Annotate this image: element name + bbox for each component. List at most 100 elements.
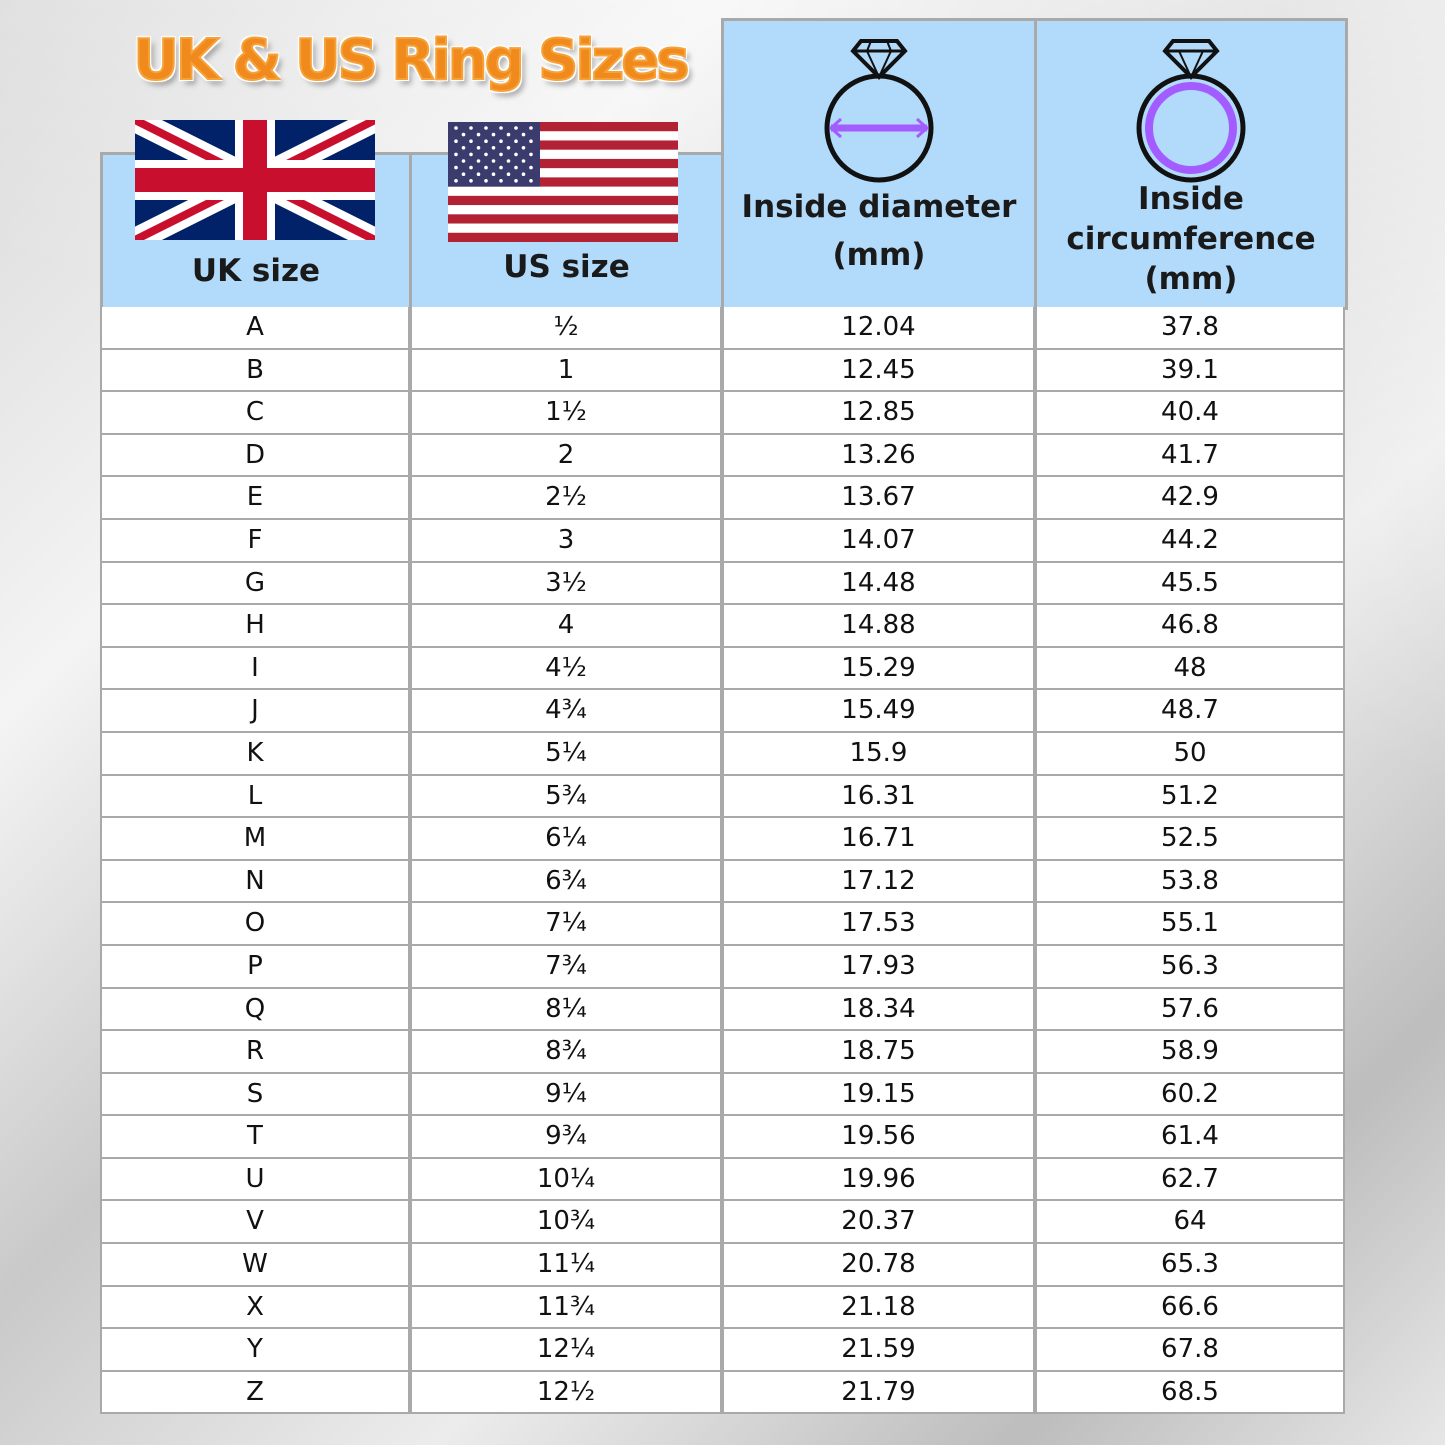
us-size-cell: 1½	[410, 392, 722, 435]
uk-size-cell: U	[100, 1158, 410, 1202]
inside-circumference-cell: 41.7	[1035, 434, 1345, 478]
inside-circumference-cell: 44.2	[1035, 519, 1345, 563]
us-size-cell: 12½	[410, 1371, 722, 1415]
inside-diameter-cell: 17.53	[722, 903, 1035, 946]
inside-circumference-cell: 42.9	[1035, 477, 1345, 520]
us-size-cell: 8¼	[410, 988, 722, 1032]
inside-diameter-cell: 14.48	[722, 562, 1035, 606]
inside-diameter-cell: 13.26	[722, 434, 1035, 478]
uk-size-cell: Z	[100, 1371, 410, 1415]
us-size-cell: 3½	[410, 562, 722, 606]
page-title: UK & US Ring Sizes	[132, 27, 690, 94]
inside-circumference-cell: 37.8	[1035, 307, 1345, 350]
us-size-cell: 1	[410, 349, 722, 393]
uk-size-cell: X	[100, 1286, 410, 1330]
table-row: V 10¾ 20.37 64	[100, 1201, 1345, 1245]
table-row: X 11¾ 21.18 66.6	[100, 1286, 1345, 1330]
us-size-cell: 2½	[410, 477, 722, 520]
us-size-cell: 8¾	[410, 1031, 722, 1074]
table-row: F 3 14.07 44.2	[100, 519, 1345, 563]
us-flag	[448, 122, 678, 242]
table-row: Y 12¼ 21.59 67.8	[100, 1329, 1345, 1372]
us-size-cell: ½	[410, 307, 722, 350]
us-size-cell: 5¾	[410, 775, 722, 819]
uk-size-cell: T	[100, 1116, 410, 1159]
uk-size-cell: H	[100, 605, 410, 648]
inside-diameter-cell: 18.75	[722, 1031, 1035, 1074]
uk-size-cell: R	[100, 1031, 410, 1074]
us-size-cell: 4	[410, 605, 722, 648]
table-row: E 2½ 13.67 42.9	[100, 477, 1345, 520]
inside-diameter-cell: 17.12	[722, 860, 1035, 904]
us-size-cell: 2	[410, 434, 722, 478]
table-row: K 5¼ 15.9 50	[100, 732, 1345, 776]
uk-flag	[135, 120, 375, 240]
inside-circumference-cell: 53.8	[1035, 860, 1345, 904]
us-size-cell: 7¾	[410, 945, 722, 989]
uk-size-cell: D	[100, 434, 410, 478]
header-label: Inside	[1138, 181, 1244, 217]
inside-diameter-cell: 15.29	[722, 647, 1035, 691]
inside-circumference-cell: 40.4	[1035, 392, 1345, 435]
table-row: Z 12½ 21.79 68.5	[100, 1371, 1345, 1415]
inside-circumference-cell: 48.7	[1035, 690, 1345, 733]
inside-diameter-cell: 19.96	[722, 1158, 1035, 1202]
table-row: W 11¼ 20.78 65.3	[100, 1244, 1345, 1287]
inside-circumference-cell: 66.6	[1035, 1286, 1345, 1330]
uk-size-cell: B	[100, 349, 410, 393]
us-size-cell: 3	[410, 519, 722, 563]
table-row: A ½ 12.04 37.8	[100, 307, 1345, 350]
inside-circumference-cell: 62.7	[1035, 1158, 1345, 1202]
inside-circumference-cell: 39.1	[1035, 349, 1345, 393]
uk-size-cell: Q	[100, 988, 410, 1032]
table-row: J 4¾ 15.49 48.7	[100, 690, 1345, 733]
ring-circumference-icon	[1136, 39, 1246, 183]
uk-size-cell: K	[100, 732, 410, 776]
inside-circumference-cell: 46.8	[1035, 605, 1345, 648]
ring-size-table: A ½ 12.04 37.8 B 1 12.45 39.1 C 1½ 12.85 40.4 D 2 13.2…	[100, 307, 1345, 1415]
inside-circumference-cell: 48	[1035, 647, 1345, 691]
header-label: (mm)	[1144, 261, 1238, 297]
inside-circumference-cell: 67.8	[1035, 1329, 1345, 1372]
us-size-cell: 11¾	[410, 1286, 722, 1330]
uk-size-cell: G	[100, 562, 410, 606]
header-label: circumference	[1066, 221, 1316, 257]
inside-diameter-cell: 16.71	[722, 818, 1035, 861]
inside-circumference-cell: 64	[1035, 1201, 1345, 1245]
us-size-cell: 9¼	[410, 1073, 722, 1117]
table-row: B 1 12.45 39.1	[100, 349, 1345, 393]
table-row: U 10¼ 19.96 62.7	[100, 1158, 1345, 1202]
inside-diameter-cell: 12.45	[722, 349, 1035, 393]
table-row: O 7¼ 17.53 55.1	[100, 903, 1345, 946]
table-row: G 3½ 14.48 45.5	[100, 562, 1345, 606]
inside-circumference-cell: 50	[1035, 732, 1345, 776]
uk-size-cell: A	[100, 307, 410, 350]
inside-diameter-cell: 19.15	[722, 1073, 1035, 1117]
inside-circumference-cell: 57.6	[1035, 988, 1345, 1032]
inside-diameter-cell: 15.49	[722, 690, 1035, 733]
us-size-cell: 6¾	[410, 860, 722, 904]
header-label: US size	[503, 249, 630, 285]
inside-diameter-cell: 17.93	[722, 945, 1035, 989]
inside-diameter-cell: 16.31	[722, 775, 1035, 819]
ring-diameter-icon	[824, 39, 934, 183]
inside-diameter-cell: 21.59	[722, 1329, 1035, 1372]
us-size-cell: 10¾	[410, 1201, 722, 1245]
uk-size-cell: V	[100, 1201, 410, 1245]
inside-circumference-cell: 52.5	[1035, 818, 1345, 861]
uk-size-cell: N	[100, 860, 410, 904]
inside-diameter-cell: 12.04	[722, 307, 1035, 350]
uk-size-cell: P	[100, 945, 410, 989]
us-size-cell: 4¾	[410, 690, 722, 733]
us-size-cell: 4½	[410, 647, 722, 691]
table-row: H 4 14.88 46.8	[100, 605, 1345, 648]
uk-size-cell: O	[100, 903, 410, 946]
uk-size-cell: S	[100, 1073, 410, 1117]
inside-circumference-cell: 45.5	[1035, 562, 1345, 606]
inside-diameter-cell: 21.79	[722, 1371, 1035, 1415]
inside-circumference-cell: 65.3	[1035, 1244, 1345, 1287]
uk-size-cell: C	[100, 392, 410, 435]
table-row: N 6¾ 17.12 53.8	[100, 860, 1345, 904]
inside-circumference-cell: 61.4	[1035, 1116, 1345, 1159]
inside-circumference-cell: 56.3	[1035, 945, 1345, 989]
